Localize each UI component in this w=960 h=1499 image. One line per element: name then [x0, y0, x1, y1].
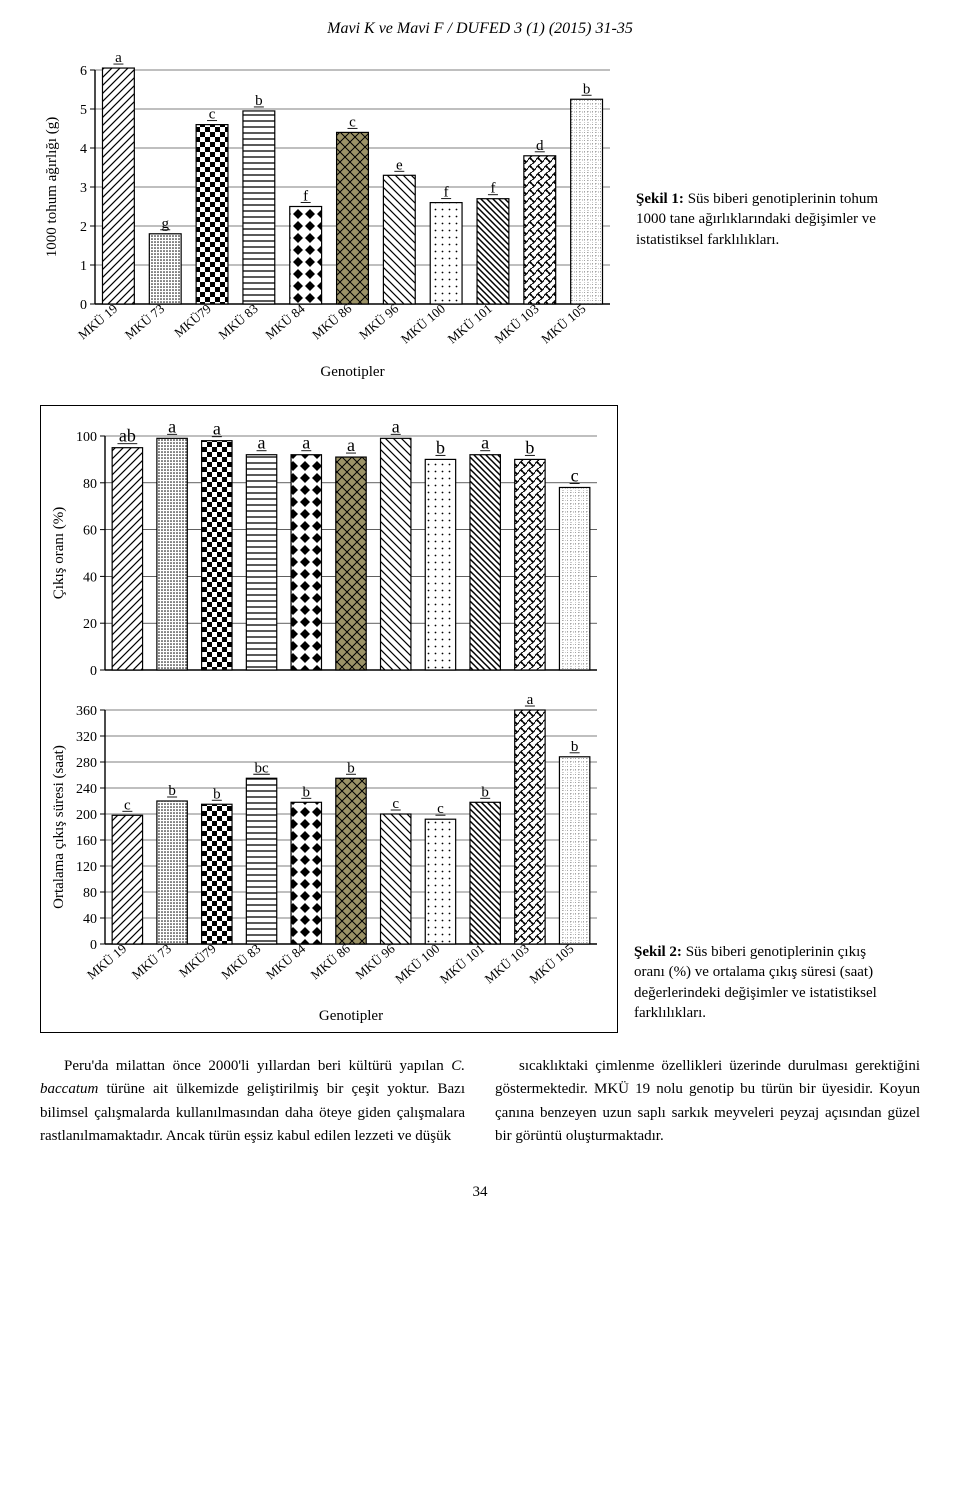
svg-text:60: 60	[83, 524, 97, 539]
svg-text:80: 80	[83, 477, 97, 492]
svg-text:MKÜ 101: MKÜ 101	[445, 301, 495, 347]
figure2-caption: Şekil 2: Süs biberi genotiplerinin çıkış…	[634, 942, 894, 1023]
svg-text:a: a	[347, 435, 355, 455]
svg-text:a: a	[168, 416, 176, 436]
figure2-caption-bold: Şekil 2:	[634, 944, 682, 960]
svg-text:c: c	[571, 465, 579, 485]
svg-text:5: 5	[80, 103, 87, 118]
svg-text:b: b	[436, 437, 445, 457]
svg-text:1000 tohum ağırlığı (g): 1000 tohum ağırlığı (g)	[44, 117, 60, 257]
svg-text:MKÜ 103: MKÜ 103	[482, 941, 532, 987]
svg-text:a: a	[392, 416, 400, 436]
figure1-caption-bold: Şekil 1:	[636, 191, 684, 207]
svg-text:MKÜ 73: MKÜ 73	[122, 301, 167, 342]
page-number: 34	[40, 1184, 920, 1201]
svg-text:100: 100	[76, 430, 97, 445]
svg-text:0: 0	[80, 298, 87, 313]
chart1-container: 0123456agcbfceffdbMKÜ 19MKÜ 73MKÜ79MKÜ 8…	[40, 52, 620, 387]
svg-text:0: 0	[90, 664, 97, 679]
body-col-left: Peru'da milattan önce 2000'li yıllardan …	[40, 1055, 465, 1148]
svg-text:Çıkış oranı (%): Çıkış oranı (%)	[51, 507, 67, 599]
figure1-caption: Şekil 1: Süs biberi genotiplerinin tohum…	[636, 189, 896, 250]
figure1-row: 0123456agcbfceffdbMKÜ 19MKÜ 73MKÜ79MKÜ 8…	[40, 52, 920, 387]
svg-text:a: a	[302, 433, 310, 453]
svg-text:3: 3	[80, 181, 87, 196]
svg-text:Genotipler: Genotipler	[319, 1008, 383, 1024]
svg-text:b: b	[525, 437, 534, 457]
svg-text:160: 160	[76, 834, 97, 849]
svg-text:MKÜ 105: MKÜ 105	[538, 301, 588, 347]
svg-text:MKÜ 73: MKÜ 73	[129, 941, 174, 982]
chart23-container: 020406080100abaaaaaababcÇıkış oranı (%)	[40, 405, 618, 1033]
svg-text:MKÜ 105: MKÜ 105	[526, 941, 576, 987]
svg-text:Genotipler: Genotipler	[320, 364, 384, 380]
svg-text:MKÜ79: MKÜ79	[176, 941, 219, 980]
svg-text:MKÜ 83: MKÜ 83	[215, 301, 260, 342]
svg-text:120: 120	[76, 860, 97, 875]
page: Mavi K ve Mavi F / DUFED 3 (1) (2015) 31…	[0, 0, 960, 1241]
svg-text:40: 40	[83, 912, 97, 927]
svg-text:ab: ab	[119, 426, 136, 446]
chart3-svg: 04080120160200240280320360cbbbcbbccbabMK…	[47, 686, 607, 1026]
svg-text:4: 4	[80, 142, 87, 157]
svg-text:6: 6	[80, 64, 87, 79]
body-col-right: sıcaklıktaki çimlenme özellikleri üzerin…	[495, 1055, 920, 1148]
svg-text:MKÜ 84: MKÜ 84	[263, 940, 309, 982]
svg-text:240: 240	[76, 782, 97, 797]
svg-text:MKÜ 100: MKÜ 100	[392, 941, 442, 987]
svg-text:MKÜ 103: MKÜ 103	[491, 301, 541, 347]
svg-text:200: 200	[76, 808, 97, 823]
svg-text:MKÜ 100: MKÜ 100	[398, 301, 448, 347]
svg-text:MKÜ 96: MKÜ 96	[352, 940, 398, 982]
svg-text:20: 20	[83, 617, 97, 632]
svg-text:0: 0	[90, 938, 97, 953]
svg-text:Ortalama çıkış süresi (saat): Ortalama çıkış süresi (saat)	[51, 745, 67, 909]
svg-text:MKÜ 84: MKÜ 84	[262, 300, 308, 342]
svg-text:MKÜ 86: MKÜ 86	[309, 300, 355, 342]
svg-text:MKÜ 86: MKÜ 86	[308, 940, 354, 982]
svg-text:a: a	[481, 433, 489, 453]
svg-text:40: 40	[83, 570, 97, 585]
svg-text:a: a	[258, 433, 266, 453]
svg-text:MKÜ79: MKÜ79	[171, 301, 214, 340]
figure2-row: 020406080100abaaaaaababcÇıkış oranı (%)	[40, 405, 920, 1033]
svg-text:1: 1	[80, 259, 87, 274]
svg-text:MKÜ 96: MKÜ 96	[356, 300, 402, 342]
svg-text:280: 280	[76, 756, 97, 771]
chart2-svg: 020406080100abaaaaaababcÇıkış oranı (%)	[47, 412, 607, 682]
running-head: Mavi K ve Mavi F / DUFED 3 (1) (2015) 31…	[40, 20, 920, 38]
svg-text:MKÜ 83: MKÜ 83	[218, 941, 263, 982]
chart1-svg: 0123456agcbfceffdbMKÜ 19MKÜ 73MKÜ79MKÜ 8…	[40, 52, 620, 382]
svg-text:MKÜ 101: MKÜ 101	[437, 941, 487, 987]
body-columns: Peru'da milattan önce 2000'li yıllardan …	[40, 1055, 920, 1148]
svg-text:a: a	[213, 419, 221, 439]
svg-text:320: 320	[76, 730, 97, 745]
svg-text:360: 360	[76, 704, 97, 719]
svg-text:2: 2	[80, 220, 87, 235]
svg-text:80: 80	[83, 886, 97, 901]
